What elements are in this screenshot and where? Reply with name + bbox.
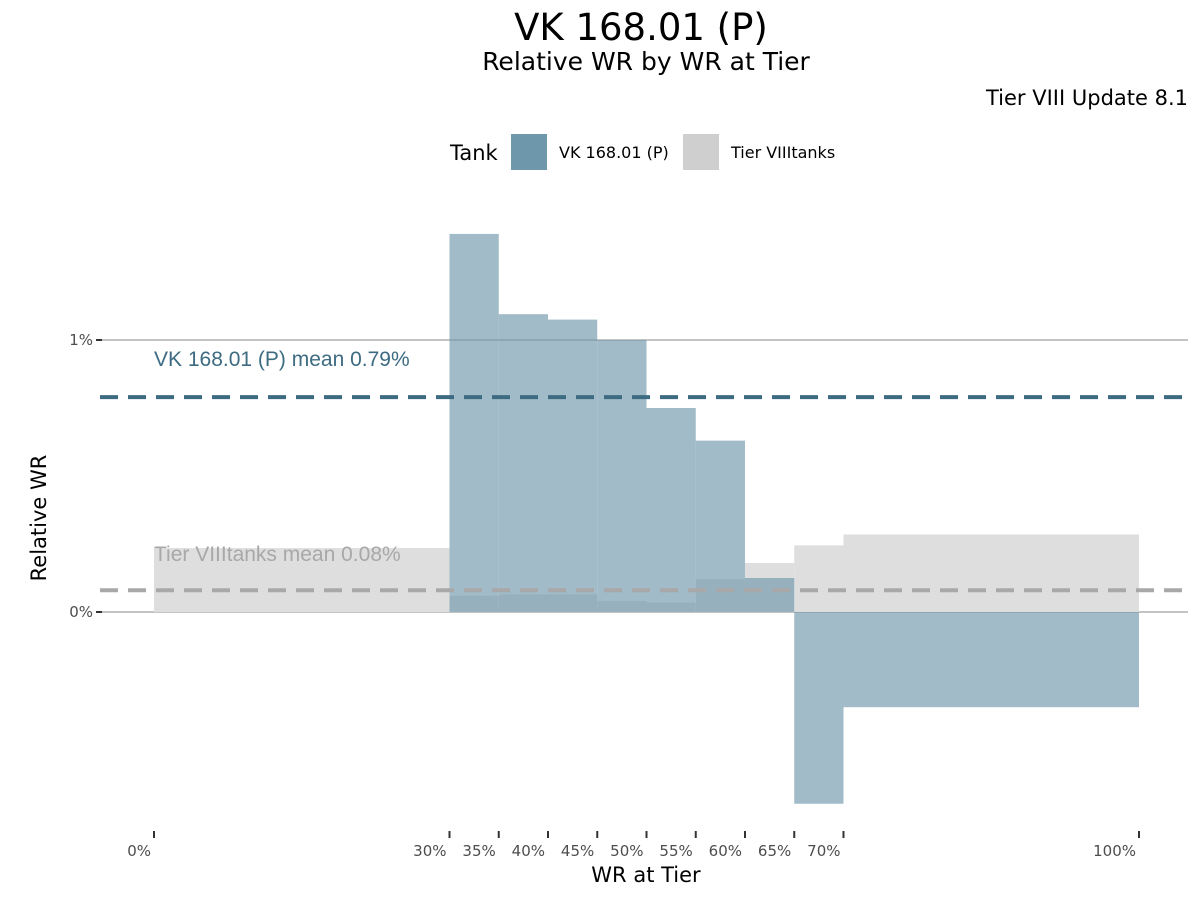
x-tick-label-4: 45% [561, 842, 594, 860]
mean-lines: VK 168.01 (P) mean 0.79% Tier VIIItanks m… [100, 348, 1188, 593]
bar-tier-9 [843, 534, 1139, 612]
mean-label-1: Tier VIIItanks mean 0.08% [154, 543, 401, 566]
bar-vk-8 [843, 612, 1139, 708]
x-tick-label-9: 70% [807, 842, 840, 860]
x-tick-label-0: 0% [127, 842, 151, 860]
x-axis-label: WR at Tier [591, 863, 701, 887]
bar-vk-5 [695, 440, 745, 612]
bar-vk-0 [449, 233, 499, 613]
bar-vk-1 [498, 314, 548, 612]
bars [154, 233, 1139, 804]
legend-key-vk [511, 134, 547, 170]
x-tick-label-1: 30% [413, 842, 446, 860]
x-tick-label-2: 35% [462, 842, 495, 860]
mean-label-0: VK 168.01 (P) mean 0.79% [154, 348, 410, 371]
y-axis-label: Relative WR [27, 455, 51, 582]
legend-label-tier: Tier VIIItanks [730, 143, 835, 162]
chart-subtitle: Relative WR by WR at Tier [482, 47, 810, 76]
bar-vk-6 [745, 578, 795, 612]
chart-title: VK 168.01 (P) [514, 6, 768, 49]
bar-vk-3 [597, 340, 647, 612]
x-tick-label-10: 100% [1093, 842, 1136, 860]
bar-vk-4 [646, 408, 696, 612]
legend-title: Tank [449, 141, 499, 165]
y-axis: 0% 1% [69, 331, 102, 621]
bar-vk-7 [794, 612, 844, 804]
bar-vk-2 [548, 319, 598, 612]
x-tick-label-7: 60% [709, 842, 742, 860]
legend-label-vk: VK 168.01 (P) [559, 143, 669, 162]
bar-tier-8 [794, 545, 844, 612]
y-tick-label-1: 1% [69, 331, 93, 349]
x-tick-label-6: 55% [659, 842, 692, 860]
x-tick-label-8: 65% [758, 842, 791, 860]
y-tick-label-0: 0% [69, 603, 93, 621]
bar-tier-0 [154, 548, 450, 612]
chart-caption: Tier VIII Update 8.1 [985, 86, 1188, 110]
legend: Tank VK 168.01 (P) Tier VIIItanks [449, 134, 835, 170]
x-tick-label-5: 50% [610, 842, 643, 860]
legend-key-tier [683, 134, 719, 170]
x-tick-label-3: 40% [512, 842, 545, 860]
x-axis: 0% 30% 35% 40% 45% 50% 55% 60% 65% 70% 100% [127, 831, 1140, 860]
